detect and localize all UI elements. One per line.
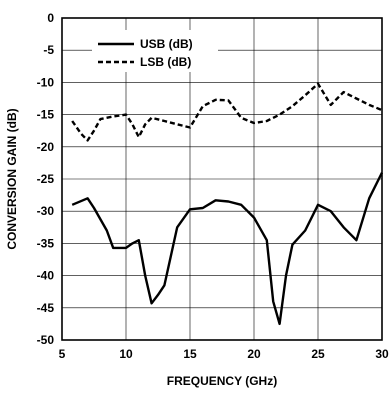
x-tick-label: 30 [375, 347, 389, 361]
x-tick-label: 10 [119, 347, 133, 361]
series-layer [71, 82, 384, 326]
y-tick-label: -40 [37, 269, 55, 283]
y-tick-label: -15 [37, 108, 55, 122]
y-tick-label: -10 [37, 75, 55, 89]
x-tick-label: 20 [247, 347, 261, 361]
x-tick-label: 15 [183, 347, 197, 361]
y-tick-label: -25 [37, 172, 55, 186]
y-tick-labels: 0 -5 -10 -15 -20 -25 -30 -35 -40 -45 -50 [37, 11, 55, 347]
plot-frame [61, 17, 383, 341]
y-tick-label: -50 [37, 333, 55, 347]
legend-background [92, 30, 218, 72]
y-tick-label: -5 [43, 43, 54, 57]
y-tick-label: -30 [37, 204, 55, 218]
legend-label-usb: USB (dB) [140, 37, 193, 51]
y-tick-label: -45 [37, 301, 55, 315]
y-tick-label: 0 [47, 11, 54, 25]
y-axis-title: CONVERSION GAIN (dB) [5, 108, 19, 249]
x-tick-label: 5 [59, 347, 66, 361]
x-tick-labels: 5 10 15 20 25 30 [59, 347, 389, 361]
series-line-usb [71, 172, 384, 326]
series-line-lsb [71, 82, 383, 142]
x-axis-title: FREQUENCY (GHz) [167, 374, 277, 388]
y-tick-label: -20 [37, 140, 55, 154]
x-tick-label: 25 [311, 347, 325, 361]
y-tick-label: -35 [37, 236, 55, 250]
legend: USB (dB) LSB (dB) [92, 30, 218, 72]
legend-label-lsb: LSB (dB) [140, 55, 191, 69]
